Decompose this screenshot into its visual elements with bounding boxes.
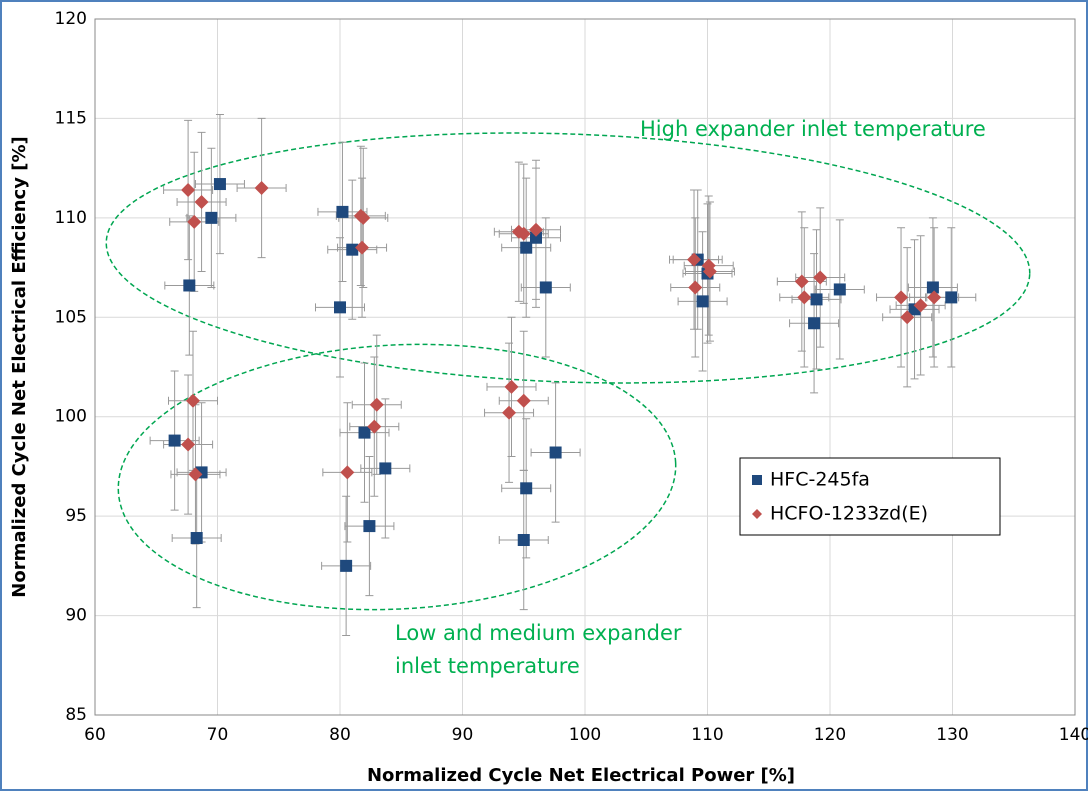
- point: [205, 211, 218, 224]
- point: [355, 240, 370, 255]
- point: [813, 270, 828, 285]
- point: [183, 279, 196, 292]
- point: [797, 290, 812, 305]
- point: [190, 532, 203, 545]
- marks: [149, 113, 977, 636]
- x-tick-label: 110: [691, 725, 723, 745]
- y-tick-label: 120: [55, 9, 87, 29]
- group-ellipse: [105, 132, 1031, 384]
- plot-area: [94, 18, 1076, 716]
- point: [810, 293, 823, 306]
- point: [927, 290, 942, 305]
- x-tick-label: 120: [814, 725, 846, 745]
- point: [833, 283, 846, 296]
- y-tick-label: 85: [65, 705, 87, 725]
- legend-marker: [752, 509, 762, 519]
- y-tick-label: 105: [55, 307, 87, 327]
- point: [340, 465, 355, 480]
- point: [502, 405, 517, 420]
- point: [808, 317, 821, 330]
- point: [688, 280, 703, 295]
- y-tick-label: 90: [65, 606, 87, 626]
- point: [913, 298, 928, 313]
- point: [188, 467, 203, 482]
- point: [687, 252, 702, 267]
- point: [181, 183, 196, 198]
- point: [346, 243, 359, 256]
- point: [358, 426, 371, 439]
- point: [516, 226, 531, 241]
- x-tick-label: 140: [1059, 725, 1088, 745]
- point: [187, 214, 202, 229]
- y-tick-label: 100: [55, 407, 87, 427]
- legend-label: HFC-245fa: [770, 469, 870, 491]
- point: [363, 520, 376, 533]
- group-ellipse: [117, 343, 677, 611]
- point: [696, 295, 709, 308]
- legend: [739, 457, 1001, 536]
- point: [520, 241, 533, 254]
- point: [529, 222, 543, 237]
- x-tick-label: 60: [84, 725, 106, 745]
- point: [336, 205, 349, 218]
- point: [213, 178, 226, 191]
- point: [194, 194, 209, 209]
- point: [181, 437, 196, 452]
- point: [379, 462, 392, 475]
- point: [794, 274, 809, 289]
- x-tick-label: 100: [569, 725, 601, 745]
- point: [900, 310, 915, 325]
- point: [702, 264, 717, 279]
- point: [254, 181, 269, 196]
- point: [894, 290, 909, 305]
- y-tick-label: 115: [55, 108, 87, 128]
- point: [369, 397, 384, 412]
- point: [504, 379, 519, 394]
- point: [520, 482, 533, 495]
- x-axis-title: Normalized Cycle Net Electrical Power [%…: [367, 765, 795, 786]
- point: [539, 281, 552, 294]
- x-tick-label: 70: [207, 725, 229, 745]
- legend-label: HCFO-1233zd(E): [770, 503, 928, 525]
- y-tick-label: 110: [55, 208, 87, 228]
- x-tick-label: 90: [452, 725, 474, 745]
- x-tick-label: 80: [329, 725, 351, 745]
- y-axis-title: Normalized Cycle Net Electrical Efficien…: [9, 136, 30, 597]
- point: [168, 434, 181, 447]
- point: [367, 419, 382, 434]
- point: [356, 210, 371, 225]
- point: [926, 281, 939, 294]
- y-tick-label: 95: [65, 506, 87, 526]
- point: [549, 446, 562, 459]
- point: [186, 393, 200, 408]
- x-tick-label: 130: [936, 725, 968, 745]
- point: [517, 534, 530, 547]
- point: [530, 231, 542, 244]
- point: [945, 291, 958, 304]
- annotation: High expander inlet temperature: [640, 117, 986, 141]
- annotation: inlet temperature: [395, 654, 580, 678]
- legend-marker: [752, 475, 762, 485]
- point: [516, 393, 531, 408]
- point: [340, 559, 353, 572]
- annotation: Low and medium expander: [395, 621, 682, 645]
- point: [334, 301, 346, 314]
